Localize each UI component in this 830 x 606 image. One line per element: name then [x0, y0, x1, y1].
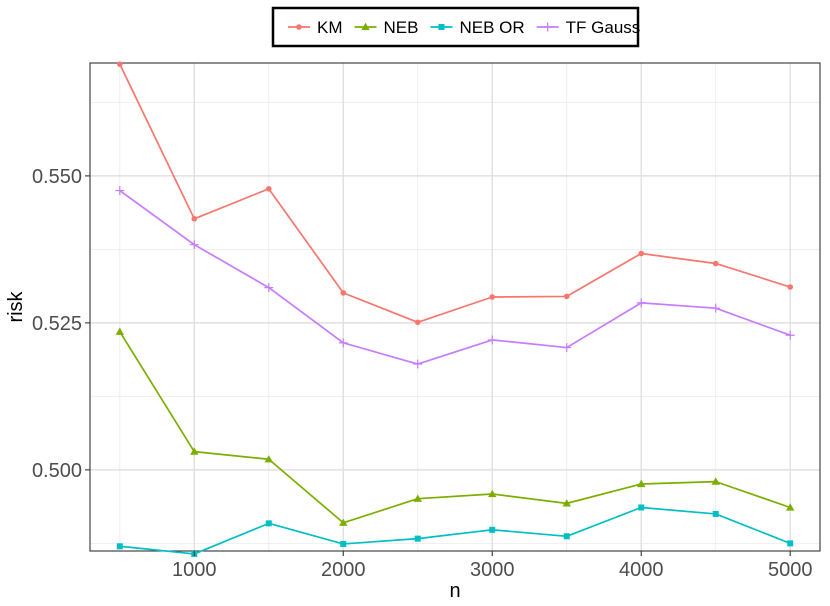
data-point-neb: [711, 477, 720, 485]
data-point-km: [191, 216, 198, 222]
legend-item-tf-gauss: TF Gauss: [536, 18, 641, 37]
x-tick-label: 1000: [172, 559, 217, 581]
data-point-tf-gauss: [711, 303, 721, 313]
series-line-km: [119, 63, 791, 324]
data-point-neb: [562, 499, 571, 507]
x-tick-label: 3000: [470, 559, 515, 581]
y-tick-label: 0.500: [32, 460, 82, 482]
data-point-neb-or: [638, 504, 645, 511]
data-point-neb: [488, 489, 497, 498]
data-point-tf-gauss: [115, 186, 125, 196]
data-point-neb: [637, 479, 646, 488]
data-point-km: [414, 319, 421, 326]
data-point-neb-or: [340, 540, 347, 547]
y-tick-label: 0.550: [32, 166, 82, 188]
data-point-neb-or: [414, 535, 421, 542]
series-neb: [115, 327, 795, 526]
data-point-tf-gauss: [562, 343, 572, 353]
legend-key-marker: [361, 22, 370, 31]
data-point-km: [489, 294, 496, 300]
x-axis-title: n: [449, 580, 460, 602]
legend-label: KM: [317, 18, 343, 37]
axes: 1000 2000 3000 4000 5000 0.500 0.525 0.550: [32, 166, 813, 581]
plot-panel-border: [89, 62, 821, 552]
data-point-neb: [190, 447, 199, 455]
data-point-tf-gauss: [413, 359, 423, 369]
series-neb-or: [116, 504, 794, 557]
legend-item-neb: NEB: [354, 18, 419, 37]
legend-label: NEB OR: [459, 18, 524, 37]
data-point-neb: [786, 503, 795, 511]
legend-item-km: KM: [288, 18, 343, 37]
legend: KM NEB NEB OR TF Gauss: [271, 6, 641, 48]
series-line-neb: [119, 331, 791, 524]
data-point-neb-or: [489, 526, 496, 533]
data-point-km: [563, 293, 570, 300]
data-point-km: [638, 250, 645, 257]
series-layer: [115, 61, 795, 557]
data-point-neb-or: [787, 540, 794, 547]
legend-key-marker: [296, 24, 302, 30]
data-point-neb: [413, 494, 422, 502]
data-point-neb-or: [563, 533, 570, 540]
series-km: [116, 61, 794, 326]
data-point-km: [340, 290, 347, 296]
data-point-km: [265, 186, 272, 192]
data-point-neb: [115, 327, 124, 335]
series-line-tf-gauss: [119, 189, 791, 365]
data-point-neb-or: [265, 520, 272, 527]
y-tick-label: 0.525: [32, 313, 82, 335]
x-tick-label: 5000: [768, 559, 813, 581]
legend-key-marker: [543, 22, 553, 32]
data-point-tf-gauss: [338, 338, 348, 348]
legend-box: [271, 6, 640, 48]
legend-item-neb-or: NEB OR: [430, 18, 525, 37]
data-point-tf-gauss: [264, 283, 274, 293]
data-point-km: [116, 61, 123, 67]
data-point-km: [787, 284, 794, 290]
data-point-tf-gauss: [189, 240, 199, 250]
x-tick-label: 2000: [321, 559, 366, 581]
y-axis-title: risk: [5, 290, 27, 322]
data-point-km: [712, 260, 719, 267]
x-tick-label: 4000: [619, 559, 664, 581]
series-tf-gauss: [115, 186, 795, 369]
data-point-neb: [264, 455, 273, 463]
data-point-tf-gauss: [785, 330, 795, 340]
data-point-tf-gauss: [636, 298, 646, 308]
series-line-neb-or: [119, 506, 791, 555]
legend-label: NEB: [384, 18, 419, 37]
data-point-neb: [339, 518, 348, 526]
data-point-neb-or: [712, 510, 719, 517]
data-point-neb-or: [116, 543, 123, 550]
legend-key-marker: [438, 24, 445, 30]
data-point-tf-gauss: [487, 335, 497, 345]
legend-label: TF Gauss: [566, 18, 641, 37]
